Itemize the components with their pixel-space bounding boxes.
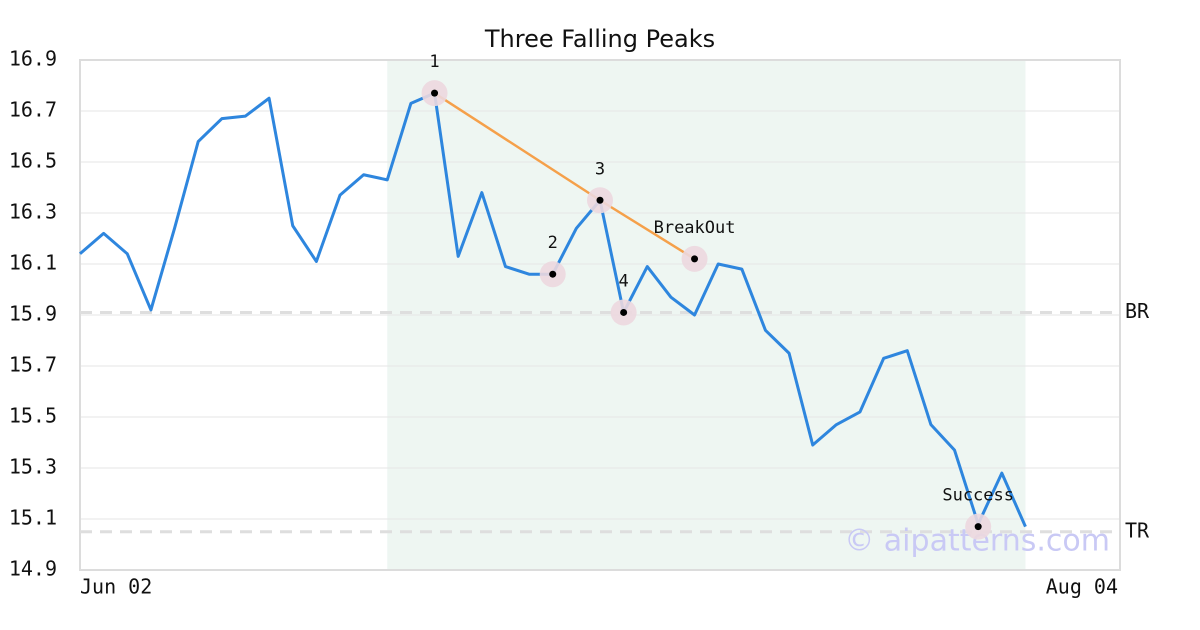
chart-title: Three Falling Peaks [484,25,715,53]
annotation-label: 2 [548,233,558,253]
y-tick-label: 15.7 [9,353,57,377]
annotation-dot [691,255,699,263]
annotation-dot [974,523,982,531]
x-tick-label: Jun 02 [80,575,152,599]
y-tick-label: 16.7 [9,98,57,122]
y-tick-label: 16.5 [9,149,57,173]
y-tick-label: 14.9 [9,557,57,581]
annotation-dot [431,89,439,97]
y-tick-label: 16.9 [9,47,57,71]
annotation-label: 1 [429,52,439,72]
annotation-label: 3 [595,159,605,179]
annotation-label: 4 [619,271,629,291]
annotation-dot [596,196,604,204]
y-tick-label: 15.3 [9,455,57,479]
level-label: BR [1125,299,1150,323]
plot-frame [79,59,1121,571]
x-tick-label: Aug 04 [1046,575,1118,599]
annotation-label: BreakOut [654,218,736,238]
level-label: TR [1125,518,1150,542]
y-tick-label: 15.9 [9,302,57,326]
y-tick-label: 16.3 [9,200,57,224]
annotation-label: Success [942,486,1014,506]
y-tick-label: 16.1 [9,251,57,275]
y-tick-label: 15.5 [9,404,57,428]
annotation-dot [549,270,557,278]
annotation-dot [620,308,628,316]
y-tick-label: 15.1 [9,506,57,530]
